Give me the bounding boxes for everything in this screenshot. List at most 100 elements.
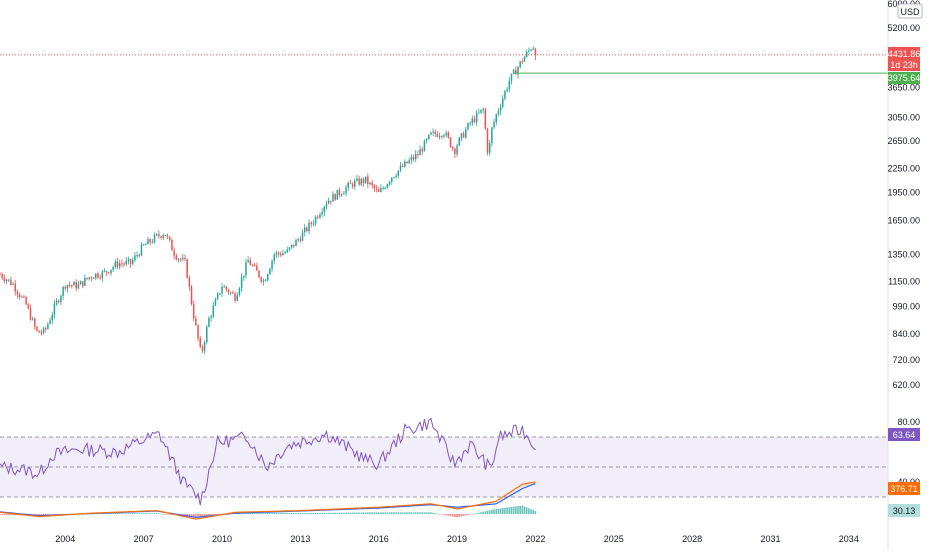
macd-histogram-bar — [142, 513, 145, 514]
macd-histogram-bar — [286, 512, 289, 514]
candle-body — [467, 123, 469, 130]
candle-body — [175, 255, 178, 260]
macd-value: 376.71 — [890, 484, 918, 494]
candle-body — [488, 143, 491, 153]
macd-histogram-bar — [473, 513, 476, 515]
macd-histogram-bar — [297, 513, 299, 514]
candle-body — [7, 279, 10, 281]
candle-body — [428, 134, 430, 140]
candle-body — [338, 189, 341, 195]
candle-body — [243, 275, 245, 278]
price-tick-label: 1350.00 — [887, 249, 920, 259]
candle-body — [127, 259, 130, 261]
candle-body — [51, 314, 53, 321]
macd-histogram-bar — [208, 514, 210, 516]
macd-histogram-bar — [454, 514, 456, 517]
candle-body — [523, 56, 526, 62]
time-tick-label: 2028 — [682, 534, 702, 544]
macd-histogram-bar — [504, 507, 506, 514]
price-tick-label: 2250.00 — [887, 164, 920, 174]
candle-body — [282, 253, 284, 256]
macd-histogram-bar — [153, 513, 156, 514]
macd-histogram-bar — [53, 514, 56, 515]
macd-histogram-bar — [138, 513, 141, 514]
macd-histogram-bar — [162, 513, 165, 515]
candle-body — [288, 247, 291, 250]
macd-histogram-bar — [336, 512, 339, 514]
candle-body — [247, 260, 249, 263]
price-axis[interactable]: 6000.005200.003650.003050.002650.002250.… — [887, 0, 920, 390]
candle-body — [184, 257, 186, 260]
macd-histogram-bar — [140, 513, 143, 514]
time-tick-label: 2004 — [55, 534, 75, 544]
macd-histogram-bar — [321, 512, 323, 514]
macd-histogram-bar — [282, 512, 284, 514]
macd-histogram-bar — [495, 508, 498, 514]
macd-histogram-bar — [332, 512, 334, 514]
macd-pane[interactable] — [0, 481, 537, 520]
macd-histogram-bar — [134, 513, 136, 514]
candle-body — [95, 273, 97, 279]
candle-body — [136, 255, 138, 257]
candle-body — [384, 187, 386, 189]
macd-histogram-bar — [306, 513, 308, 514]
candle-body — [101, 271, 104, 278]
candle-body — [319, 214, 321, 218]
candle-body — [371, 182, 373, 186]
macd-value-label: 376.71 — [888, 482, 920, 495]
candle-body — [347, 182, 349, 188]
macd-histogram-bar — [443, 514, 445, 515]
macd-histogram-bar — [118, 513, 121, 514]
candle-body — [227, 289, 230, 293]
macd-histogram-bar — [110, 513, 112, 514]
candle-body — [44, 328, 47, 330]
macd-histogram-bar — [382, 512, 384, 514]
candle-body — [25, 297, 27, 305]
candle-body — [212, 305, 215, 317]
candle-body — [471, 118, 474, 124]
candle-body — [375, 188, 378, 190]
macd-histogram-bar — [360, 512, 363, 514]
currency-badge[interactable] — [897, 3, 923, 19]
macd-histogram-bar — [301, 513, 304, 514]
macd-histogram-bar — [284, 512, 286, 514]
candle-body — [149, 239, 151, 243]
macd-histogram-bar — [214, 514, 217, 515]
candle-body — [330, 200, 332, 202]
candle-body — [377, 189, 380, 192]
candle-body — [179, 258, 182, 260]
macd-histogram-bar — [334, 512, 336, 514]
candle-body — [116, 261, 119, 267]
candle-body — [21, 296, 23, 298]
candle-body — [195, 318, 197, 325]
candle-body — [410, 157, 413, 161]
price-pane[interactable] — [0, 46, 888, 355]
candle-body — [155, 233, 158, 235]
macd-histogram-bar — [432, 512, 434, 514]
candle-body — [27, 304, 30, 309]
rsi-pane[interactable] — [0, 417, 888, 506]
macd-histogram-bar — [530, 509, 532, 514]
candle-body — [16, 291, 19, 295]
candle-body — [234, 293, 236, 301]
candle-body — [382, 188, 384, 190]
candle-body — [275, 252, 278, 255]
time-axis[interactable]: 2004 2007 2010 2013 2016 2019 2022 2025 2028 2031… — [55, 534, 859, 544]
macd-histogram-bar — [427, 512, 430, 514]
macd-histogram-bar — [192, 514, 195, 518]
candle-body — [79, 281, 82, 285]
macd-histogram-bar — [482, 511, 484, 514]
candle-body — [443, 135, 445, 137]
candle-body — [251, 265, 254, 267]
macd-histogram-bar — [417, 512, 419, 514]
candle-body — [88, 277, 90, 280]
candle-body — [525, 51, 528, 57]
macd-histogram-bar — [319, 512, 321, 514]
candle-body — [317, 216, 319, 218]
candle-body — [210, 316, 212, 318]
macd-histogram-bar — [12, 514, 14, 516]
candle-body — [256, 265, 258, 271]
candle-body — [508, 80, 511, 90]
